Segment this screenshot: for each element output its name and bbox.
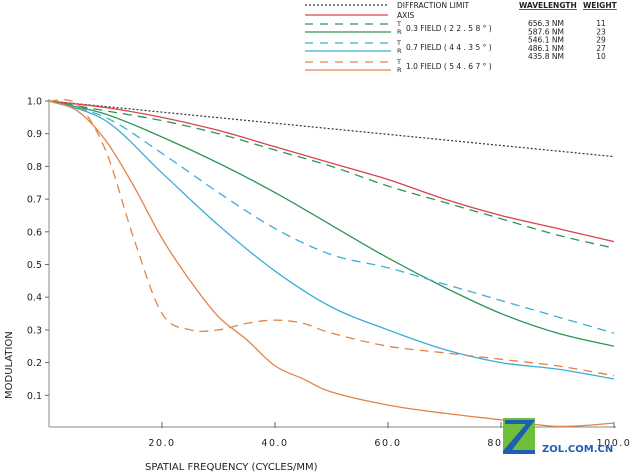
y-tick-label: 0.3 (27, 325, 42, 336)
zol-watermark-logo: ZOL.COM.CN (503, 418, 613, 455)
header-weight: WEIGHT (583, 1, 618, 10)
series-line-2 (48, 100, 615, 249)
x-tick-label: 60.0 (374, 438, 401, 449)
series-line-7 (48, 100, 615, 428)
legend-t-03: T (396, 20, 401, 28)
y-tick-label: 0.7 (27, 195, 42, 206)
wavelength-value: 656.3 NM (528, 19, 564, 28)
x-tick-label: 40.0 (261, 438, 288, 449)
y-tick-label: 0.6 (27, 227, 42, 238)
wavelength-value: 546.1 NM (528, 36, 564, 45)
x-tick-label: 100.0 (597, 438, 632, 449)
y-tick-label: 0.5 (27, 260, 42, 271)
weight-value: 23 (596, 27, 606, 36)
legend-label-axis: AXIS (397, 11, 414, 20)
weight-value: 11 (596, 19, 606, 28)
weight-value: 27 (596, 44, 606, 53)
wavelength-value: 486.1 NM (528, 44, 564, 53)
series-line-4 (48, 100, 615, 334)
x-tick-label: 80.0 (487, 438, 514, 449)
legend: DIFFRACTION LIMIT AXIS T R 0.3 FIELD ( 2… (305, 1, 492, 74)
series-line-5 (48, 100, 615, 380)
weight-value: 10 (596, 52, 606, 61)
legend-label-10: 1.0 FIELD ( 5 4 . 6 7 ° ) (406, 62, 492, 71)
wavelength-value: 587.6 NM (528, 27, 564, 36)
weight-value: 29 (596, 36, 606, 45)
watermark-en: ZOL.COM.CN (542, 444, 613, 455)
legend-r-10: R (397, 66, 402, 74)
header-wavelength: WAVELENGTH (519, 1, 577, 10)
series-line-3 (48, 100, 615, 347)
y-tick-label: 0.9 (27, 129, 42, 140)
series-line-1 (48, 100, 615, 243)
legend-t-07: T (396, 39, 401, 47)
y-tick-label: 1.0 (27, 97, 42, 108)
x-tick-label: 20.0 (148, 438, 175, 449)
wavelength-value: 435.8 NM (528, 52, 564, 61)
x-axis-label: SPATIAL FREQUENCY (CYCLES/MM) (145, 462, 318, 473)
legend-r-07: R (397, 47, 402, 55)
y-tick-label: 0.1 (27, 391, 42, 402)
series-line-6 (48, 99, 615, 377)
legend-label-07: 0.7 FIELD ( 4 4 . 3 5 ° ) (406, 43, 492, 52)
wavelength-table: WAVELENGTH WEIGHT 656.3 NM 11 587.6 NM 23 54… (519, 1, 618, 61)
y-axis-label: MODULATION (4, 331, 15, 399)
series-line-0 (48, 100, 615, 158)
y-tick-label: 0.2 (27, 358, 42, 369)
legend-label-diffraction: DIFFRACTION LIMIT (397, 1, 470, 10)
legend-label-03: 0.3 FIELD ( 2 2 . 5 8 ° ) (406, 24, 492, 33)
y-tick-label: 0.8 (27, 162, 42, 173)
y-tick-label: 0.4 (27, 293, 42, 304)
legend-r-03: R (397, 28, 402, 36)
legend-t-10: T (396, 58, 401, 66)
